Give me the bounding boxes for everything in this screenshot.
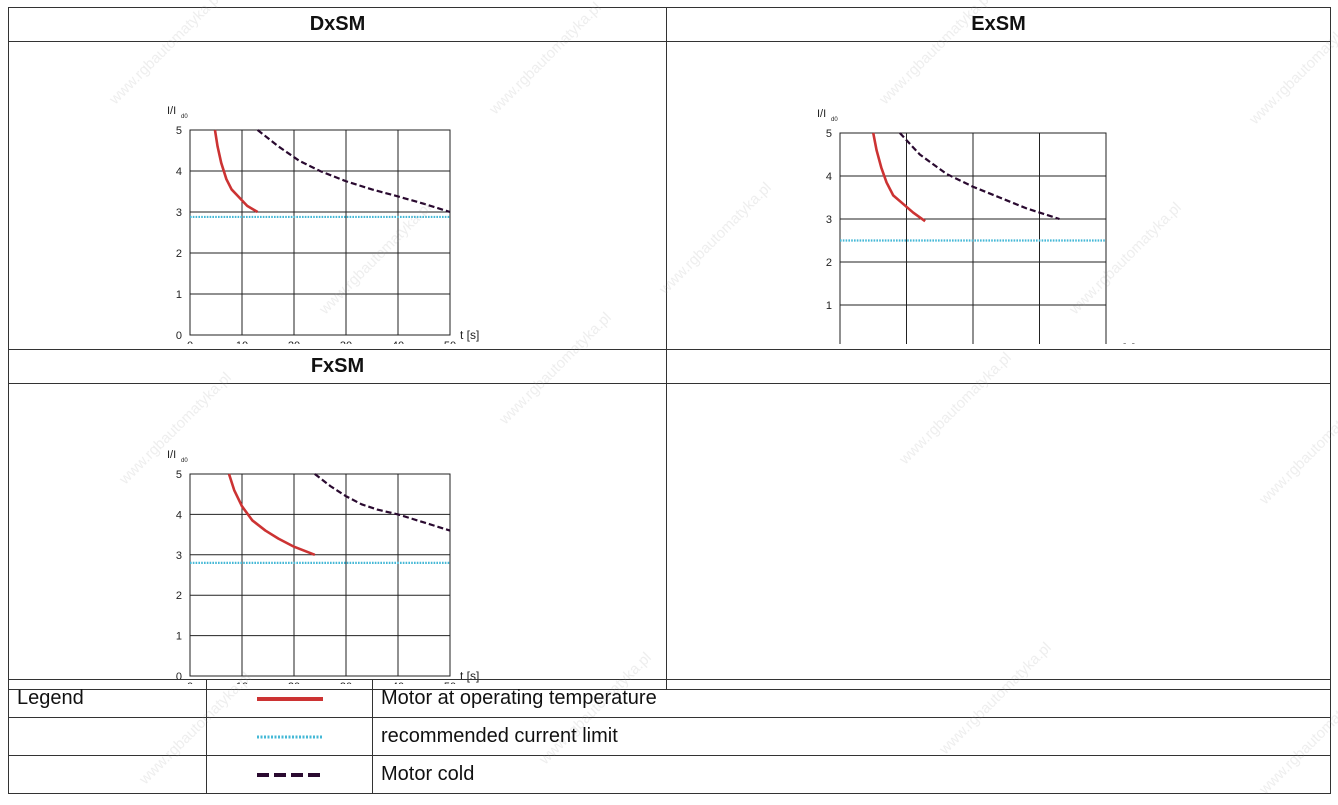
y-tick-label: 3 — [176, 550, 182, 562]
y-tick-label: 2 — [176, 590, 182, 602]
y-tick-label: 1 — [176, 631, 182, 643]
y-axis-label-subscript: d0 — [181, 114, 188, 120]
legend-label-cold: Motor cold — [372, 755, 1331, 794]
y-tick-label: 2 — [826, 257, 832, 269]
y-tick-label: 0 — [826, 343, 832, 344]
x-axis-label: t [s] — [1116, 341, 1135, 344]
legend-empty-cell — [8, 755, 207, 794]
legend-row: recommended current limit — [8, 717, 1331, 756]
legend-label-hot: Motor at operating temperature — [372, 679, 1331, 718]
y-tick-label: 4 — [176, 509, 182, 521]
plot-frame — [189, 473, 451, 677]
series-line-hot — [213, 129, 259, 214]
y-tick-label: 2 — [176, 248, 182, 260]
plot-frame — [189, 129, 451, 336]
y-tick-label: 5 — [826, 128, 832, 140]
y-tick-label: 1 — [176, 289, 182, 301]
empty-chart-cell — [666, 383, 1331, 690]
x-tick-label: 10 — [236, 340, 248, 344]
legend-title: Legend — [8, 679, 207, 718]
chart-title-fxsm: FxSM — [8, 349, 667, 384]
series-line-hot — [227, 473, 316, 557]
series-line-cold — [314, 473, 451, 532]
legend-row: Legend Motor at operating temperature — [8, 679, 1331, 718]
series-line-cold — [256, 129, 451, 214]
y-tick-label: 5 — [176, 469, 182, 481]
x-tick-label: 50 — [444, 340, 456, 344]
chart-dxsm: 0 10 20 30 40 50 0 1 2 3 4 5 t [s] I/I d0 — [167, 105, 479, 352]
x-tick-label: 30 — [340, 340, 352, 344]
y-tick-label: 3 — [826, 214, 832, 226]
series-line-hot — [871, 132, 926, 223]
legend-empty-cell — [8, 717, 207, 756]
y-tick-label: 5 — [176, 125, 182, 137]
y-tick-label: 3 — [176, 207, 182, 219]
y-axis-label: I/I — [167, 105, 176, 117]
chart-exsm: 010203040012345t [s]I/Id0 — [817, 108, 1135, 365]
y-axis-label: I/I — [817, 108, 826, 120]
y-tick-label: 0 — [176, 671, 182, 683]
chart-title-dxsm: DxSM — [8, 7, 667, 42]
y-axis-label-subscript: d0 — [181, 458, 188, 464]
legend-swatch-limit — [206, 717, 373, 756]
motor-overload-table: DxSM ExSM 01020304050012345t [s]I/Id0 01… — [8, 7, 1331, 693]
y-tick-label: 1 — [826, 300, 832, 312]
y-axis-label: I/I — [167, 449, 176, 461]
chart-cell-fxsm: 01020304050012345t [s]I/Id0 — [8, 383, 667, 693]
x-tick-label: 0 — [187, 340, 193, 344]
x-tick-label: 20 — [288, 340, 300, 344]
chart-title-exsm: ExSM — [666, 7, 1331, 42]
y-tick-label: 4 — [826, 171, 832, 183]
legend-swatch-cold — [206, 755, 373, 794]
legend-label-limit: recommended current limit — [372, 717, 1331, 756]
chart-cell-dxsm: 0 10 20 30 40 50 0 1 2 3 4 5 t [s] I/I d0 — [8, 41, 667, 352]
chart-fxsm: 01020304050012345t [s]I/Id0 — [167, 449, 479, 693]
x-axis-label: t [s] — [460, 328, 479, 342]
y-tick-label: 4 — [176, 166, 182, 178]
legend-table: Legend Motor at operating temperature re… — [8, 679, 1331, 794]
y-axis-label-subscript: d0 — [831, 117, 838, 123]
legend-row: Motor cold — [8, 755, 1331, 794]
series-line-cold — [899, 132, 1060, 221]
legend-swatch-hot — [206, 679, 373, 718]
x-tick-label: 40 — [392, 340, 404, 344]
y-tick-label: 0 — [176, 330, 182, 342]
empty-header-cell — [666, 349, 1331, 384]
chart-cell-exsm: 010203040012345t [s]I/Id0 — [666, 41, 1331, 365]
